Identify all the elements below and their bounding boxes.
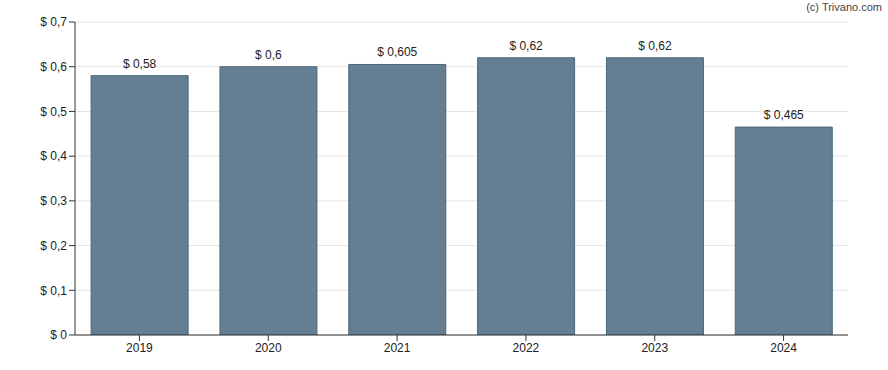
svg-text:$ 0,465: $ 0,465 bbox=[764, 108, 804, 122]
svg-text:2020: 2020 bbox=[255, 341, 282, 355]
svg-text:$ 0,62: $ 0,62 bbox=[638, 39, 672, 53]
svg-text:2019: 2019 bbox=[126, 341, 153, 355]
svg-text:$ 0,5: $ 0,5 bbox=[40, 105, 67, 119]
svg-text:$ 0,2: $ 0,2 bbox=[40, 239, 67, 253]
svg-text:$ 0,4: $ 0,4 bbox=[40, 149, 67, 163]
svg-text:$ 0,58: $ 0,58 bbox=[123, 57, 157, 71]
svg-text:2024: 2024 bbox=[770, 341, 797, 355]
svg-text:$ 0,6: $ 0,6 bbox=[255, 48, 282, 62]
svg-text:$ 0,1: $ 0,1 bbox=[40, 284, 67, 298]
svg-text:$ 0: $ 0 bbox=[50, 328, 67, 342]
svg-text:2021: 2021 bbox=[384, 341, 411, 355]
svg-text:$ 0,7: $ 0,7 bbox=[40, 15, 67, 29]
svg-text:$ 0,3: $ 0,3 bbox=[40, 194, 67, 208]
svg-text:2023: 2023 bbox=[641, 341, 668, 355]
html-text:(c) Trivano.com: (c) Trivano.com bbox=[806, 1, 882, 13]
svg-text:$ 0,605: $ 0,605 bbox=[377, 45, 417, 59]
svg-text:2022: 2022 bbox=[513, 341, 540, 355]
svg-text:$ 0,6: $ 0,6 bbox=[40, 60, 67, 74]
svg-text:$ 0,62: $ 0,62 bbox=[509, 39, 543, 53]
